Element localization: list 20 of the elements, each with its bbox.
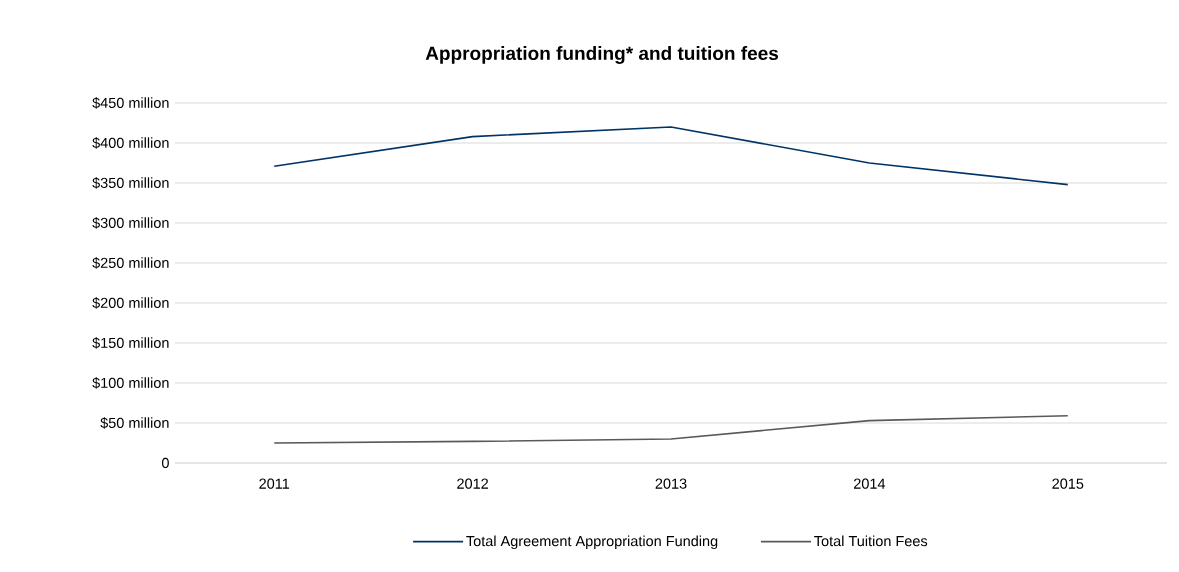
x-tick-label: 2012 — [457, 478, 488, 489]
x-tick-label: 2011 — [259, 478, 290, 489]
y-tick-label: $50 million — [100, 417, 169, 429]
line-series — [273, 414, 1069, 444]
y-tick-label: $400 million — [92, 137, 169, 149]
line-series — [273, 126, 1069, 186]
x-tick-label: 2013 — [655, 478, 687, 489]
y-tick-label: 0 — [161, 457, 169, 469]
y-tick-label: $200 million — [92, 297, 169, 309]
y-tick-label: $300 million — [92, 217, 169, 229]
y-tick-label: $350 million — [92, 177, 169, 189]
y-tick-label: $100 million — [92, 377, 169, 389]
x-tick-label: 2015 — [1052, 478, 1084, 489]
chart-title: Appropriation funding* and tuition fees — [425, 46, 779, 64]
y-tick-label: $150 million — [92, 337, 169, 349]
legend-label: Total Agreement Appropriation Funding — [466, 535, 718, 550]
y-tick-label: $450 million — [92, 97, 169, 109]
y-tick-label: $250 million — [92, 257, 169, 269]
legend-label: Total Tuition Fees — [814, 535, 928, 547]
x-tick-label: 2014 — [854, 478, 886, 489]
